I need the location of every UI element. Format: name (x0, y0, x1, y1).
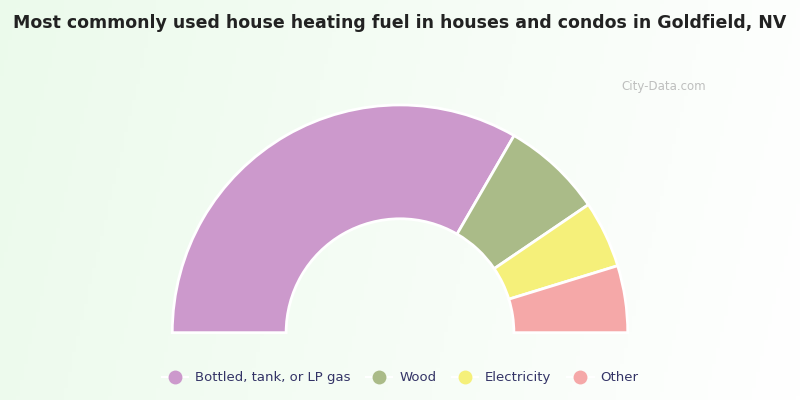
Text: Most commonly used house heating fuel in houses and condos in Goldfield, NV: Most commonly used house heating fuel in… (14, 14, 786, 32)
Wedge shape (509, 266, 628, 333)
Legend: Bottled, tank, or LP gas, Wood, Electricity, Other: Bottled, tank, or LP gas, Wood, Electric… (157, 366, 643, 390)
Text: City-Data.com: City-Data.com (622, 80, 706, 93)
Wedge shape (172, 105, 514, 333)
Wedge shape (494, 205, 618, 299)
Wedge shape (457, 136, 588, 269)
